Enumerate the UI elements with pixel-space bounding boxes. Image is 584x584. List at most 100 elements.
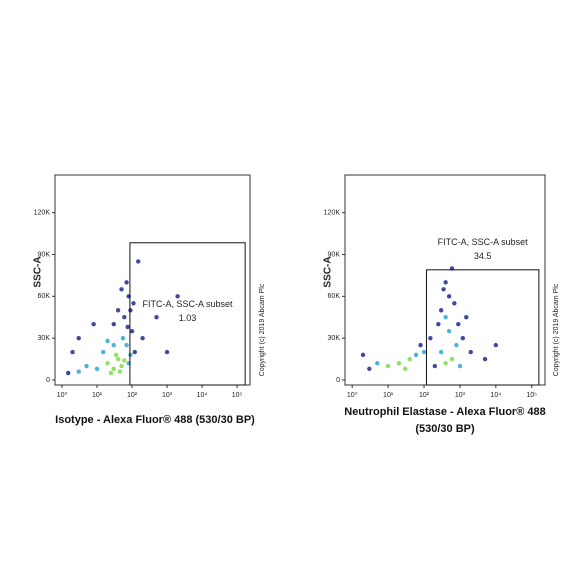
- y-tick-label: 0: [46, 377, 50, 384]
- event-point: [119, 363, 124, 369]
- x-tick-label: 10⁰: [347, 391, 358, 399]
- event-point: [111, 322, 116, 327]
- event-point: [120, 335, 126, 341]
- event-point: [140, 335, 145, 341]
- event-point: [111, 342, 116, 348]
- gate: [425, 269, 540, 386]
- event-point: [428, 335, 433, 341]
- event-point: [360, 352, 366, 358]
- event-point: [122, 315, 127, 320]
- event-point: [154, 315, 159, 320]
- y-axis-title: SSC-A: [323, 256, 334, 287]
- copyright: Copyright (c) 2019 Abcam Plc: [259, 283, 266, 376]
- y-tick-label: 120K: [324, 209, 341, 216]
- event-point: [441, 287, 446, 292]
- event-point: [117, 369, 123, 374]
- plot-frame: [54, 174, 251, 386]
- event-point: [456, 322, 461, 327]
- event-point: [132, 349, 138, 355]
- event-point: [438, 308, 444, 313]
- gate-value: 34.5: [474, 251, 492, 261]
- event-point: [367, 366, 372, 372]
- x-tick-label: 10⁴: [197, 392, 208, 399]
- event-point: [421, 349, 427, 355]
- x-tick-label: 10⁴: [490, 392, 501, 399]
- event-point: [446, 294, 452, 299]
- event-point: [460, 335, 465, 341]
- y-tick-label: 90K: [38, 251, 51, 258]
- event-point: [407, 356, 412, 362]
- x-axis-title: Isotype - Alexa Fluor® 488 (530/30 BP): [55, 414, 255, 426]
- event-point: [432, 363, 438, 369]
- event-point: [468, 349, 473, 355]
- gate-name: FITC-A, SSC-A subset: [143, 299, 234, 309]
- x-tick-label: 10³: [455, 392, 466, 399]
- x-tick-label: 10²: [419, 392, 430, 399]
- event-point: [70, 349, 75, 355]
- y-tick-label: 0: [336, 377, 340, 384]
- y-tick-label: 30K: [38, 335, 51, 342]
- event-point: [125, 324, 130, 330]
- gate-name: FITC-A, SSC-A subset: [438, 237, 529, 247]
- event-point: [119, 287, 124, 292]
- event-point: [438, 349, 444, 355]
- event-point: [124, 280, 129, 285]
- event-point: [175, 294, 180, 299]
- y-tick-label: 30K: [328, 335, 341, 342]
- event-point: [108, 370, 114, 376]
- gate-value: 1.03: [179, 313, 197, 323]
- x-tick-label: 10²: [127, 392, 138, 399]
- x-axis-title: Neutrophil Elastase - Alexa Fluor® 488 (…: [344, 406, 546, 435]
- plot-frame: [344, 174, 546, 386]
- x-tick-label: 10¹: [92, 392, 103, 399]
- y-tick-label: 60K: [328, 293, 341, 300]
- event-point: [105, 361, 110, 366]
- event-point: [436, 322, 441, 327]
- event-point: [413, 352, 419, 358]
- event-point: [396, 361, 402, 366]
- y-tick-label: 90K: [328, 251, 341, 258]
- x-tick-label: 10⁰: [57, 391, 68, 399]
- event-point: [115, 308, 121, 313]
- event-point: [375, 361, 380, 366]
- x-tick-label: 10³: [162, 392, 173, 399]
- event-point: [105, 338, 110, 344]
- event-point: [443, 280, 448, 285]
- event-point: [482, 356, 488, 362]
- event-point: [65, 370, 71, 376]
- y-tick-label: 60K: [38, 293, 51, 300]
- y-tick-label: 120K: [34, 209, 51, 216]
- event-point: [443, 361, 448, 366]
- event-point: [84, 363, 89, 369]
- event-point: [129, 328, 135, 334]
- event-point: [446, 328, 452, 334]
- event-point: [100, 349, 106, 355]
- event-point: [493, 342, 499, 348]
- event-point: [385, 363, 391, 369]
- copyright: Copyright (c) 2019 Abcam Plc: [553, 283, 560, 376]
- event-point: [457, 363, 463, 369]
- event-point: [443, 315, 448, 320]
- event-point: [136, 259, 141, 264]
- event-point: [122, 358, 127, 363]
- x-tick-label: 10¹: [383, 392, 394, 399]
- event-point: [418, 342, 423, 348]
- event-point: [454, 342, 459, 348]
- event-point: [115, 356, 121, 362]
- y-axis-title: SSC-A: [33, 256, 44, 287]
- x-tick-label: 10⁵: [232, 392, 243, 399]
- event-point: [449, 356, 455, 362]
- event-point: [91, 322, 96, 327]
- event-point: [131, 301, 136, 306]
- event-point: [452, 301, 457, 306]
- event-point: [164, 349, 170, 355]
- event-point: [113, 352, 119, 358]
- event-point: [124, 342, 129, 348]
- event-point: [464, 315, 469, 320]
- x-tick-label: 10⁵: [526, 392, 537, 399]
- gate: [129, 242, 246, 386]
- event-point: [111, 366, 116, 372]
- event-point: [94, 366, 100, 372]
